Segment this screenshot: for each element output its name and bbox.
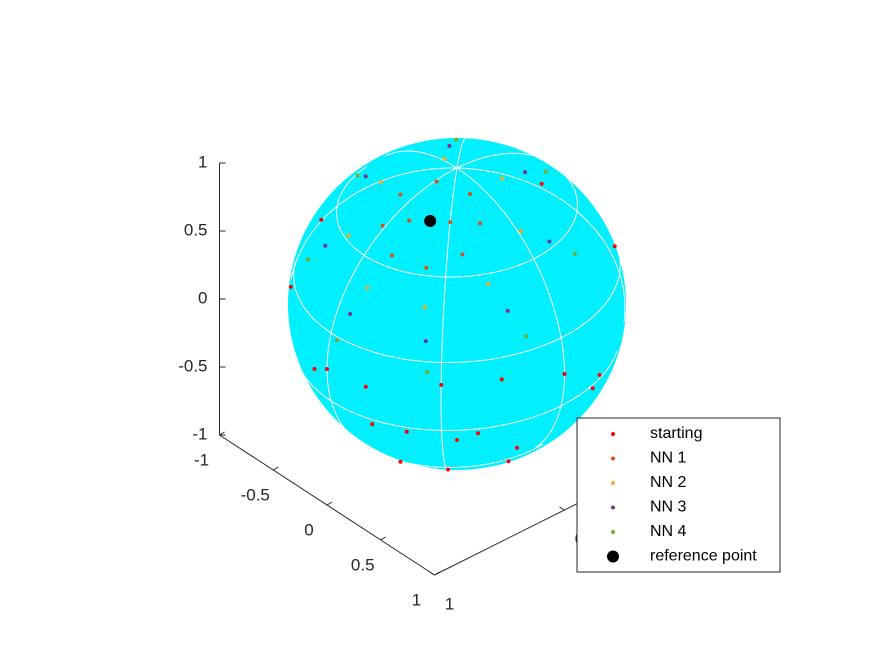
data-point: [390, 253, 395, 258]
data-point: [499, 377, 504, 382]
y-tick-label: 1: [445, 594, 454, 613]
data-point: [499, 176, 504, 181]
legend-label: NN 2: [650, 474, 687, 491]
data-point: [454, 137, 459, 142]
data-point: [597, 373, 602, 377]
x-tick: [219, 431, 225, 436]
data-point: [404, 429, 409, 434]
sphere-grid: [290, 167, 626, 322]
data-point: [323, 243, 328, 248]
x-tick: [380, 536, 387, 541]
data-point: [476, 431, 480, 436]
legend-marker: [611, 432, 615, 436]
data-point: [478, 221, 483, 226]
y-tick: [559, 506, 565, 511]
data-point: [348, 312, 353, 316]
data-point: [442, 156, 447, 161]
data-point: [346, 233, 351, 238]
z-tick-label: -1: [192, 424, 207, 443]
legend-label: NN 1: [650, 450, 687, 467]
x-tick: [434, 571, 440, 576]
data-point: [363, 384, 368, 389]
back-layer: -1-0.500.51-1-0.500.51-101: [178, 137, 717, 613]
data-point: [407, 218, 412, 223]
data-point: [355, 173, 360, 178]
data-point: [305, 257, 310, 262]
data-point: [446, 467, 450, 472]
legend-marker: [611, 456, 615, 461]
data-point: [380, 223, 385, 228]
legend-marker: [611, 481, 615, 485]
data-point: [506, 459, 511, 464]
data-point: [425, 370, 430, 375]
data-point: [547, 239, 552, 244]
data-point: [455, 438, 459, 442]
sphere-grid: [440, 137, 467, 471]
data-point: [518, 229, 523, 234]
data-point: [312, 367, 317, 371]
data-point: [515, 445, 519, 450]
data-point: [365, 285, 370, 290]
x-tick: [326, 501, 333, 506]
data-point: [288, 284, 293, 289]
legend-label: starting: [650, 425, 702, 442]
sphere-grid: [384, 150, 565, 451]
y-tick: [429, 571, 435, 576]
x-tick-label: -0.5: [241, 485, 270, 504]
data-point: [486, 282, 491, 286]
x-tick: [272, 466, 279, 471]
data-point: [434, 179, 439, 184]
data-point: [468, 192, 473, 197]
front-layer: [305, 137, 617, 450]
data-point: [524, 334, 529, 339]
x-tick-label: 0: [304, 520, 313, 539]
sphere-grid: [293, 249, 621, 364]
data-point: [379, 180, 383, 185]
data-point: [424, 215, 437, 227]
data-point: [424, 265, 429, 270]
data-point: [460, 252, 465, 257]
data-point: [505, 308, 510, 313]
sphere-grid: [326, 152, 550, 444]
x-tick-label: -1: [194, 450, 209, 469]
sphere-surface: [288, 138, 626, 470]
legend-label: NN 3: [650, 499, 687, 516]
data-point: [398, 459, 403, 464]
data-point: [439, 382, 444, 387]
z-tick-label: 0: [198, 288, 207, 307]
sphere-grid: [297, 350, 618, 432]
data-point: [319, 217, 324, 222]
data-point: [543, 169, 548, 174]
legend-marker: [611, 505, 615, 510]
sphere-grid: [335, 159, 579, 278]
legend-label: NN 4: [650, 523, 687, 540]
legend: starting NN 1 NN 2 NN 3 NN 4 reference point: [576, 417, 781, 573]
data-point: [422, 305, 427, 310]
z-tick-label: -0.5: [178, 356, 207, 375]
data-point: [612, 244, 617, 249]
data-point: [334, 338, 339, 343]
x-tick-label: 1: [412, 590, 421, 609]
data-point: [325, 367, 329, 371]
legend-marker: [611, 530, 615, 534]
z-tick-label: 1: [198, 152, 207, 171]
z-tick-label: 0.5: [184, 220, 208, 239]
data-point: [398, 192, 403, 197]
data-point: [363, 174, 368, 179]
data-point: [523, 170, 528, 175]
data-point: [539, 181, 544, 186]
x-tick-label: 0.5: [351, 555, 375, 574]
data-point: [423, 339, 428, 344]
data-point: [447, 143, 452, 148]
data-point: [590, 386, 595, 391]
data-point: [448, 220, 453, 225]
legend-marker: [607, 550, 619, 563]
legend-label: reference point: [650, 548, 757, 565]
data-point: [370, 422, 375, 427]
data-point: [573, 251, 578, 256]
legend-box: [576, 417, 781, 573]
data-point: [562, 372, 567, 376]
